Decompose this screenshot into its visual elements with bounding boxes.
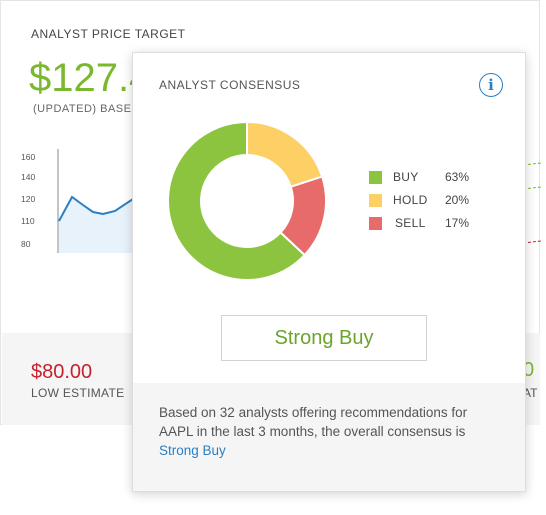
- low-estimate-label: LOW ESTIMATE: [31, 386, 125, 400]
- price-target-value: $127.4: [29, 56, 152, 100]
- chart-tick-label: 110: [21, 216, 35, 226]
- donut-slice-hold: [246, 121, 324, 189]
- legend-label: BUY: [393, 170, 419, 184]
- consensus-rating-button[interactable]: Strong Buy: [221, 315, 427, 361]
- consensus-donut-chart: [167, 121, 327, 281]
- legend-swatch: [369, 194, 382, 207]
- legend-item-sell: SELL 17%: [369, 215, 489, 238]
- price-history-chart: 160 140 120 110 80: [21, 149, 134, 253]
- legend-percent: 63%: [445, 170, 470, 184]
- price-forecast-lines: [522, 162, 541, 244]
- legend-percent: 17%: [445, 216, 470, 230]
- high-estimate-label: AT: [523, 386, 538, 400]
- chart-tick-label: 140: [21, 172, 35, 182]
- legend-item-hold: HOLD 20%: [369, 192, 489, 215]
- consensus-summary-panel: Based on 32 analysts offering recommenda…: [133, 383, 525, 491]
- donut-slice-buy: [167, 121, 307, 281]
- legend-swatch: [369, 171, 382, 184]
- legend-percent: 20%: [445, 193, 470, 207]
- consensus-legend: BUY 63% HOLD 20% SELL 17%: [369, 169, 489, 238]
- info-icon[interactable]: i: [479, 73, 503, 97]
- chart-tick-label: 120: [21, 194, 35, 204]
- summary-rating-link[interactable]: Strong Buy: [159, 443, 226, 458]
- consensus-summary: Based on 32 analysts offering recommenda…: [159, 403, 499, 460]
- chart-tick-label: 80: [21, 239, 31, 249]
- price-target-title: ANALYST PRICE TARGET: [31, 27, 186, 41]
- consensus-title: ANALYST CONSENSUS: [159, 78, 301, 92]
- analyst-consensus-card: ANALYST CONSENSUS i BUY 63% HOLD 20% SEL…: [132, 52, 526, 492]
- legend-item-buy: BUY 63%: [369, 169, 489, 192]
- summary-text: Based on 32 analysts offering recommenda…: [159, 405, 468, 439]
- low-estimate-value: $80.00: [31, 361, 93, 383]
- legend-label: SELL: [395, 216, 426, 230]
- legend-swatch: [369, 217, 382, 230]
- high-estimate-value: 0: [523, 359, 535, 381]
- legend-label: HOLD: [393, 193, 428, 207]
- price-target-subtitle: (UPDATED) BASE: [33, 103, 132, 115]
- chart-tick-label: 160: [21, 152, 35, 162]
